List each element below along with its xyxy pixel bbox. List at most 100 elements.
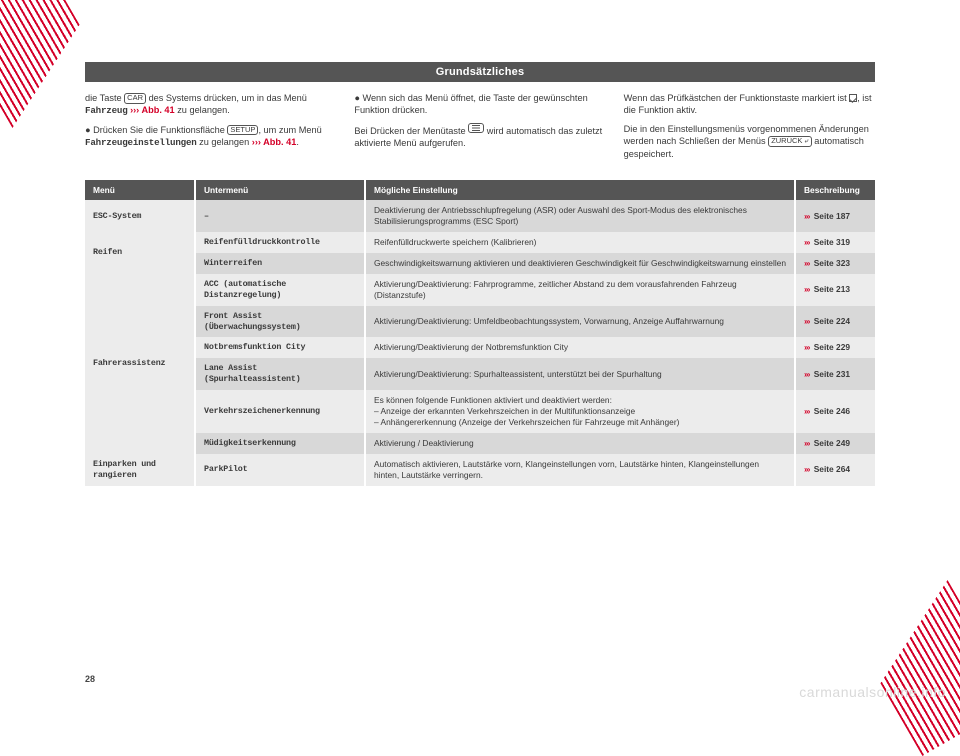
- table-row: MüdigkeitserkennungAktivierung / Deaktiv…: [85, 433, 875, 454]
- text: zu gelangen.: [175, 105, 230, 115]
- ref-text: Seite 246: [811, 406, 850, 416]
- ref-text: Seite 319: [811, 237, 850, 247]
- table-row: Front Assist (Überwachungssystem)Aktivie…: [85, 306, 875, 338]
- chevron-icon: ›››: [804, 464, 809, 474]
- cell-submenu: –: [195, 200, 365, 232]
- table-row: Lane Assist (Spurhalteassistent)Aktivier…: [85, 358, 875, 390]
- ref-link: ››› Abb. 41: [128, 105, 175, 115]
- key-setup: SETUP: [227, 125, 258, 136]
- checkbox-icon: [849, 94, 857, 102]
- cell-ref: ››› Seite 187: [795, 200, 875, 232]
- text: Bei Drücken der Menütaste: [354, 126, 468, 136]
- text: .: [296, 137, 299, 147]
- cell-submenu: Reifenfülldruckkontrolle: [195, 232, 365, 253]
- content-area: Grundsätzliches die Taste CAR des System…: [85, 62, 875, 486]
- intro-c3-p2: Die in den Einstellungsmenüs vorgenommen…: [624, 123, 875, 160]
- text: zu gelangen: [197, 137, 252, 147]
- decorative-stripes-bottom-right: [852, 580, 960, 756]
- key-menu-icon: [468, 123, 484, 133]
- cell-submenu: Winterreifen: [195, 253, 365, 274]
- table-header-row: Menü Untermenü Mögliche Einstellung Besc…: [85, 180, 875, 200]
- cell-ref: ››› Seite 249: [795, 433, 875, 454]
- table-row: WinterreifenGeschwindigkeitswarnung akti…: [85, 253, 875, 274]
- table-row: FahrerassistenzACC (automatische Distanz…: [85, 274, 875, 306]
- ref-text: Seite 249: [811, 438, 850, 448]
- cell-menu: Einparken und rangieren: [85, 454, 195, 486]
- text: Drücken Sie die Funktionsfläche: [93, 125, 227, 135]
- cell-submenu: Müdigkeitserkennung: [195, 433, 365, 454]
- cell-menu: Reifen: [85, 232, 195, 274]
- cell-menu: Fahrerassistenz: [85, 274, 195, 454]
- cell-setting: Reifenfülldruckwerte speichern (Kalibrie…: [365, 232, 795, 253]
- chevron-icon: ›››: [804, 342, 809, 352]
- cell-ref: ››› Seite 264: [795, 454, 875, 486]
- table-row: Notbremsfunktion CityAktivierung/Deaktiv…: [85, 337, 875, 358]
- page-number: 28: [85, 674, 95, 684]
- table-row: ReifenReifenfülldruckkontrolleReifenfüll…: [85, 232, 875, 253]
- text: des Systems drücken, um in das Menü: [146, 93, 307, 103]
- cell-setting: Aktivierung / Deaktivierung: [365, 433, 795, 454]
- cell-setting: Deaktivierung der Antriebsschlupfregelun…: [365, 200, 795, 232]
- ref-link: ››› Abb. 41: [252, 137, 297, 147]
- cell-submenu: Lane Assist (Spurhalteassistent): [195, 358, 365, 390]
- key-back: ZURÜCK ⤶: [768, 136, 812, 147]
- cell-setting: Aktivierung/Deaktivierung: Spurhalteassi…: [365, 358, 795, 390]
- menu-name: Fahrzeug: [85, 105, 128, 116]
- text: , um zum Menü: [258, 125, 321, 135]
- ref-text: Seite 187: [811, 211, 850, 221]
- chevron-icon: ›››: [804, 237, 809, 247]
- ref-text: Seite 264: [811, 464, 850, 474]
- chevron-icon: ›››: [804, 438, 809, 448]
- table-row: Einparken und rangierenParkPilotAutomati…: [85, 454, 875, 486]
- intro-col-3: Wenn das Prüfkästchen der Funktionstaste…: [624, 92, 875, 166]
- intro-c1-p2: ● Drücken Sie die Funktionsfläche SETUP,…: [85, 124, 336, 150]
- ref-text: Seite 229: [811, 342, 850, 352]
- intro-c1-p1: die Taste CAR des Systems drücken, um in…: [85, 92, 336, 118]
- cell-setting: Aktivierung/Deaktivierung: Fahrprogramme…: [365, 274, 795, 306]
- intro-columns: die Taste CAR des Systems drücken, um in…: [85, 92, 875, 166]
- table-row: ESC-System–Deaktivierung der Antriebssch…: [85, 200, 875, 232]
- chevron-icon: ›››: [804, 316, 809, 326]
- cell-ref: ››› Seite 229: [795, 337, 875, 358]
- chevron-icon: ›››: [804, 211, 809, 221]
- chevron-icon: ›››: [804, 284, 809, 294]
- cell-ref: ››› Seite 319: [795, 232, 875, 253]
- menu-name: Fahrzeugeinstellungen: [85, 137, 197, 148]
- th-menu: Menü: [85, 180, 195, 200]
- watermark: carmanualsonline.info: [799, 684, 946, 700]
- cell-setting: Aktivierung/Deaktivierung der Notbremsfu…: [365, 337, 795, 358]
- cell-submenu: Verkehrszeichenerkennung: [195, 390, 365, 433]
- th-setting: Mögliche Einstellung: [365, 180, 795, 200]
- cell-setting: Automatisch aktivieren, Lautstärke vorn,…: [365, 454, 795, 486]
- th-submenu: Untermenü: [195, 180, 365, 200]
- intro-col-2: ● Wenn sich das Menü öffnet, die Taste d…: [354, 92, 605, 166]
- cell-setting: Aktivierung/Deaktivierung: Umfeldbeobach…: [365, 306, 795, 338]
- cell-submenu: Front Assist (Überwachungssystem): [195, 306, 365, 338]
- chevron-icon: ›››: [804, 258, 809, 268]
- th-desc: Beschreibung: [795, 180, 875, 200]
- chevron-icon: ›››: [804, 406, 809, 416]
- text: Wenn sich das Menü öffnet, die Taste der…: [354, 93, 587, 115]
- text: Wenn das Prüfkästchen der Funktionstaste…: [624, 93, 850, 103]
- ref-text: Seite 213: [811, 284, 850, 294]
- intro-c3-p1: Wenn das Prüfkästchen der Funktionstaste…: [624, 92, 875, 117]
- cell-submenu: Notbremsfunktion City: [195, 337, 365, 358]
- cell-menu: ESC-System: [85, 200, 195, 232]
- cell-ref: ››› Seite 213: [795, 274, 875, 306]
- ref-text: Seite 231: [811, 369, 850, 379]
- text: die Taste: [85, 93, 124, 103]
- cell-setting: Es können folgende Funktionen aktiviert …: [365, 390, 795, 433]
- cell-ref: ››› Seite 323: [795, 253, 875, 274]
- key-car: CAR: [124, 93, 146, 104]
- page: Grundsätzliches die Taste CAR des System…: [0, 0, 960, 708]
- cell-submenu: ACC (automatische Distanzregelung): [195, 274, 365, 306]
- ref-text: Seite 323: [811, 258, 850, 268]
- cell-ref: ››› Seite 246: [795, 390, 875, 433]
- cell-ref: ››› Seite 231: [795, 358, 875, 390]
- cell-submenu: ParkPilot: [195, 454, 365, 486]
- settings-table: Menü Untermenü Mögliche Einstellung Besc…: [85, 180, 875, 486]
- intro-c2-p1: ● Wenn sich das Menü öffnet, die Taste d…: [354, 92, 605, 117]
- cell-ref: ››› Seite 224: [795, 306, 875, 338]
- intro-col-1: die Taste CAR des Systems drücken, um in…: [85, 92, 336, 166]
- cell-setting: Geschwindigkeitswarnung aktivieren und d…: [365, 253, 795, 274]
